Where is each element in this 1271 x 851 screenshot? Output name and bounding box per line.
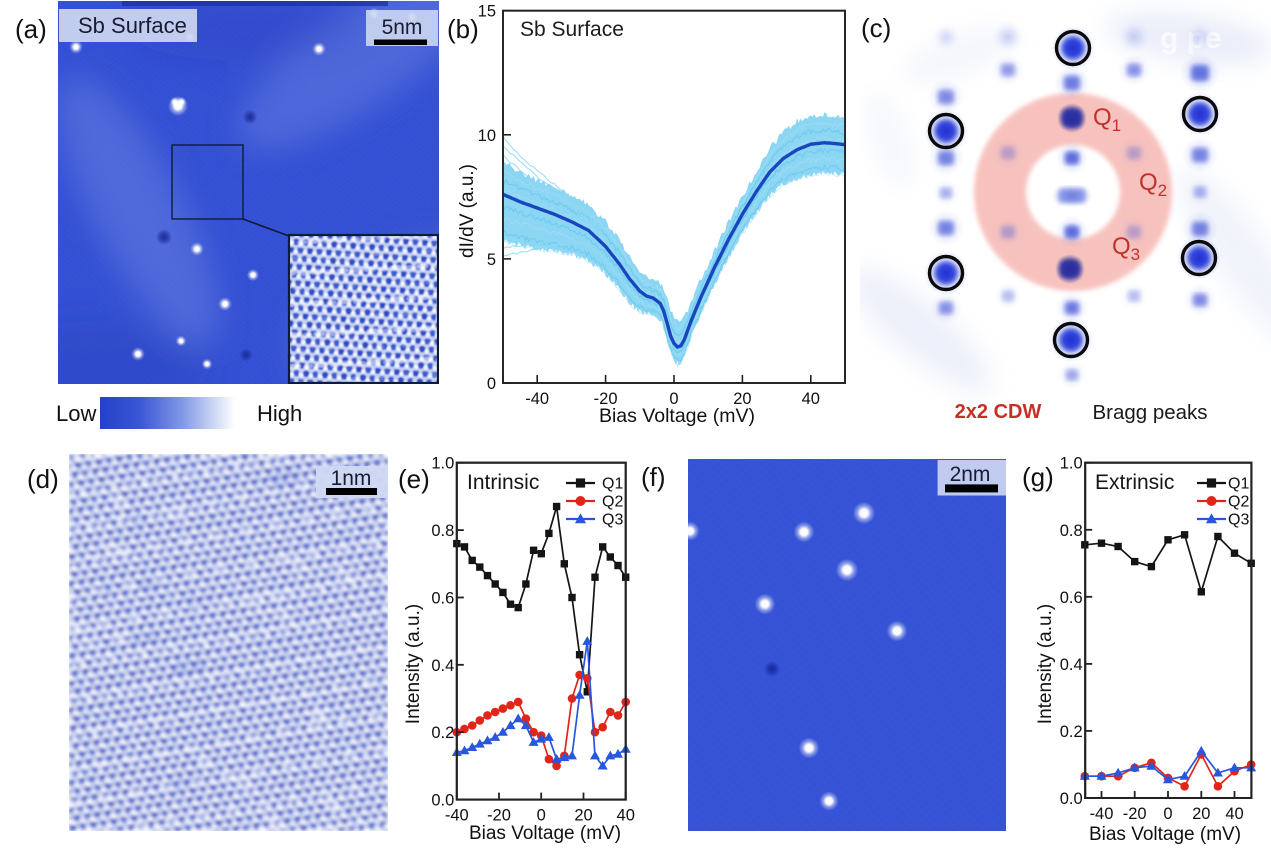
svg-text:Q3: Q3: [1112, 233, 1140, 264]
svg-text:0.0: 0.0: [1060, 790, 1083, 808]
svg-text:Q2: Q2: [1228, 494, 1249, 511]
svg-text:-40: -40: [445, 807, 469, 825]
svg-text:Extrinsic: Extrinsic: [1095, 471, 1174, 494]
svg-text:-20: -20: [1123, 805, 1147, 823]
svg-text:Bias Voltage (mV): Bias Voltage (mV): [599, 405, 755, 427]
svg-text:10: 10: [478, 127, 496, 145]
svg-text:5nm: 5nm: [382, 16, 423, 39]
svg-text:Intrinsic: Intrinsic: [467, 471, 539, 494]
svg-text:0.8: 0.8: [1060, 522, 1083, 540]
svg-text:0.8: 0.8: [431, 522, 454, 540]
svg-text:Q2: Q2: [602, 494, 623, 511]
svg-text:0.6: 0.6: [1060, 589, 1083, 607]
svg-text:40: 40: [1225, 805, 1243, 823]
svg-text:0: 0: [1163, 805, 1172, 823]
svg-text:2nm: 2nm: [950, 463, 991, 486]
svg-text:0.0: 0.0: [431, 792, 454, 810]
svg-text:40: 40: [617, 807, 635, 825]
svg-text:5: 5: [487, 251, 496, 269]
svg-text:0: 0: [537, 807, 546, 825]
svg-text:0.6: 0.6: [431, 590, 454, 608]
svg-text:20: 20: [1192, 805, 1210, 823]
svg-text:1nm: 1nm: [331, 467, 372, 490]
svg-text:40: 40: [802, 390, 820, 408]
svg-text:-20: -20: [487, 807, 511, 825]
svg-text:-40: -40: [525, 390, 549, 408]
svg-text:Q3: Q3: [1228, 512, 1249, 529]
svg-text:0.4: 0.4: [431, 657, 454, 675]
svg-text:Q1: Q1: [1228, 476, 1249, 493]
svg-text:dI/dV (a.u.): dI/dV (a.u.): [457, 164, 478, 258]
svg-text:Bias Voltage (mV): Bias Voltage (mV): [1089, 824, 1241, 845]
svg-text:15: 15: [478, 3, 496, 21]
svg-text:Intensity (a.u.): Intensity (a.u.): [1035, 604, 1056, 724]
svg-text:2x2 CDW: 2x2 CDW: [955, 401, 1042, 423]
svg-text:0: 0: [487, 375, 496, 393]
svg-text:Q3: Q3: [602, 512, 623, 529]
svg-text:1.0: 1.0: [431, 455, 454, 473]
svg-text:Intensity (a.u.): Intensity (a.u.): [403, 604, 424, 724]
svg-text:0.4: 0.4: [1060, 656, 1083, 674]
svg-text:Bragg peaks: Bragg peaks: [1092, 401, 1207, 424]
svg-text:Q1: Q1: [602, 476, 623, 493]
svg-text:20: 20: [733, 390, 751, 408]
svg-text:20: 20: [574, 807, 592, 825]
svg-text:0.2: 0.2: [1060, 723, 1083, 741]
svg-text:Bias Voltage (mV): Bias Voltage (mV): [469, 823, 621, 844]
svg-text:-20: -20: [594, 390, 618, 408]
svg-text:1.0: 1.0: [1060, 455, 1083, 473]
svg-text:Sb Surface: Sb Surface: [78, 13, 187, 38]
svg-text:-40: -40: [1090, 805, 1114, 823]
svg-text:0.2: 0.2: [431, 724, 454, 742]
svg-text:0: 0: [669, 390, 678, 408]
svg-text:Sb Surface: Sb Surface: [520, 18, 624, 41]
